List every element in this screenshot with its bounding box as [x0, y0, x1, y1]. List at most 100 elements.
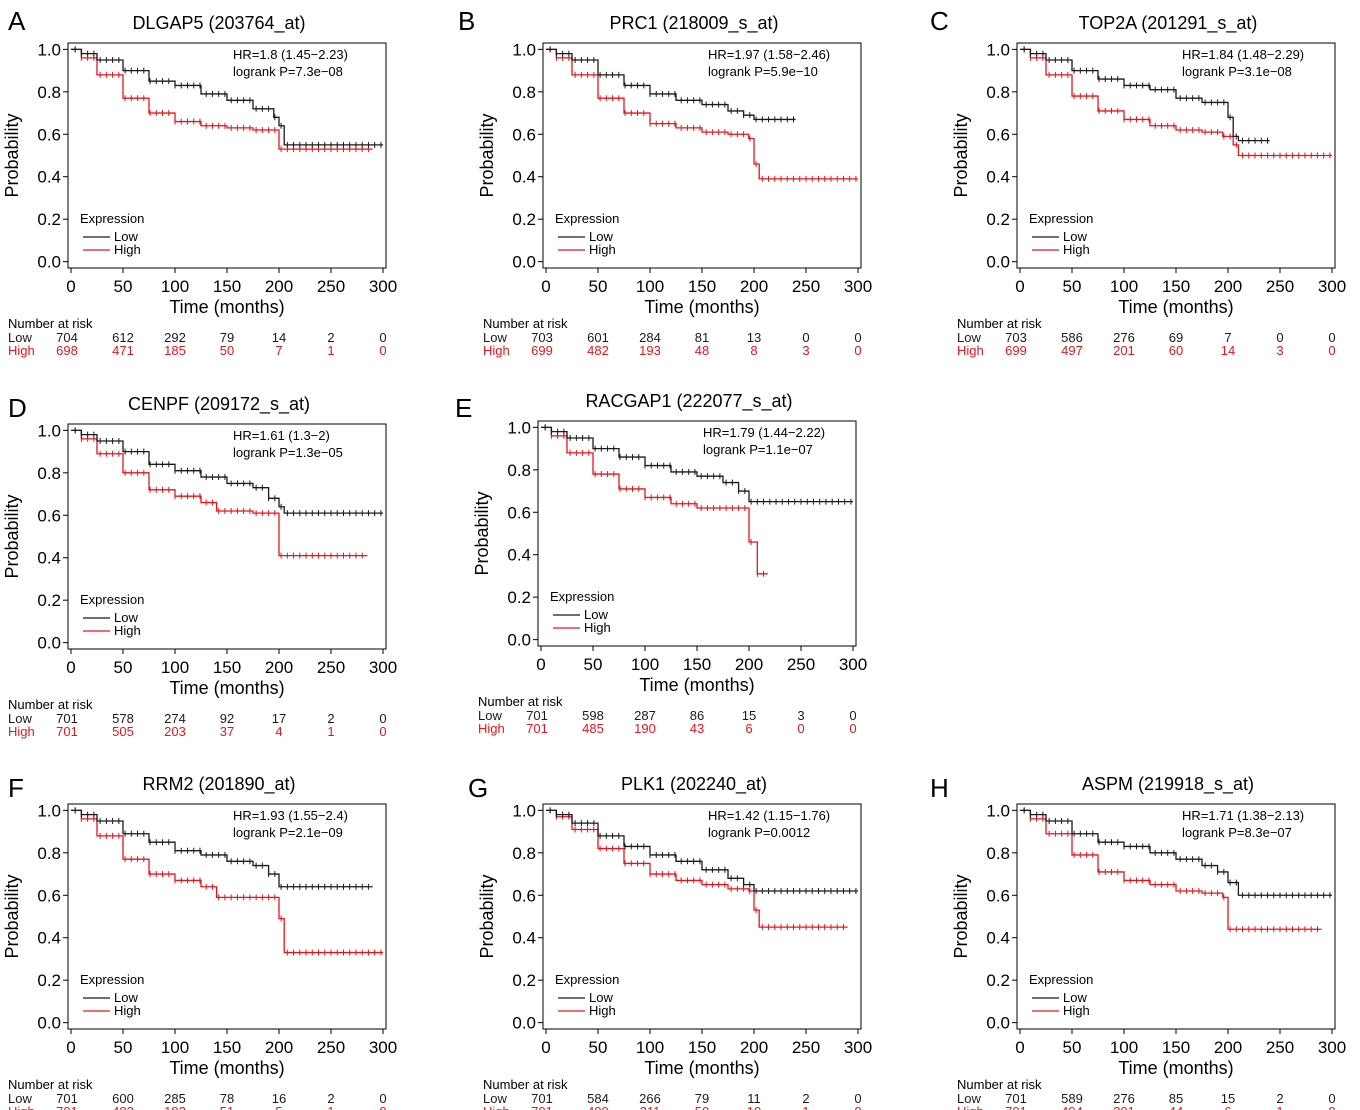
x-tick-label: 50	[1063, 1038, 1082, 1057]
x-tick-label: 100	[1110, 1038, 1138, 1057]
risk-cell-high: 0	[854, 343, 861, 358]
logrank-annotation: logrank P=5.9e−10	[708, 64, 818, 79]
y-tick-label: 1.0	[986, 801, 1010, 820]
risk-cell-low: 0	[1328, 330, 1335, 345]
x-tick-label: 0	[66, 277, 75, 296]
x-tick-label: 0	[66, 658, 75, 677]
chart-title: RRM2 (201890_at)	[142, 774, 295, 795]
risk-row-label-low: Low	[483, 330, 507, 345]
risk-cell-high: 699	[531, 343, 553, 358]
x-axis-label: Time (months)	[644, 1058, 759, 1078]
risk-cell-low: 276	[1113, 330, 1135, 345]
x-tick-label: 250	[792, 277, 820, 296]
x-tick-label: 100	[161, 658, 189, 677]
x-axis-label: Time (months)	[169, 678, 284, 698]
risk-cell-high: 499	[587, 1104, 609, 1110]
y-tick-label: 0.0	[512, 1014, 536, 1033]
y-axis-label: Probability	[477, 113, 497, 197]
risk-cell-low: 701	[1005, 1091, 1027, 1106]
x-tick-label: 300	[369, 658, 397, 677]
x-tick-label: 200	[740, 1038, 768, 1057]
y-axis-label: Probability	[951, 874, 971, 958]
x-tick-label: 0	[536, 655, 545, 674]
y-tick-label: 0.2	[986, 971, 1010, 990]
risk-cell-low: 584	[587, 1091, 609, 1106]
legend-title: Expression	[1029, 211, 1093, 226]
y-tick-label: 0.2	[37, 210, 61, 229]
y-tick-label: 0.4	[37, 929, 61, 948]
hr-annotation: HR=1.93 (1.55−2.4)	[233, 808, 348, 823]
km-panel-d: D CENPF (209172_s_at) 0.0 0.2 0.4 0.6 0.8 1.0 0 5…	[2, 393, 397, 739]
risk-cell-low: 284	[639, 330, 661, 345]
y-tick-label: 0.0	[37, 634, 61, 653]
survival-curve-high	[71, 809, 383, 954]
risk-cell-high: 193	[639, 343, 661, 358]
risk-table-title: Number at risk	[483, 316, 568, 331]
legend-title: Expression	[1029, 972, 1093, 987]
risk-cell-high: 43	[690, 721, 704, 736]
survival-curve-low	[71, 809, 373, 888]
risk-cell-high: 698	[56, 343, 78, 358]
risk-cell-high: 0	[379, 724, 386, 739]
risk-cell-high: 201	[1113, 343, 1135, 358]
risk-cell-low: 586	[1061, 330, 1083, 345]
legend-label-high: High	[1063, 242, 1090, 257]
x-tick-label: 300	[1318, 1038, 1346, 1057]
risk-cell-high: 701	[531, 1104, 553, 1110]
risk-row-label-high: High	[8, 343, 35, 358]
risk-cell-high: 5	[275, 1104, 282, 1110]
y-tick-label: 0.4	[37, 549, 61, 568]
y-tick-label: 1.0	[986, 40, 1010, 59]
risk-cell-low: 2	[1276, 1091, 1283, 1106]
panel-letter: A	[8, 6, 26, 36]
risk-cell-high: 60	[1169, 343, 1183, 358]
risk-cell-low: 2	[327, 330, 334, 345]
risk-cell-high: 14	[1221, 343, 1235, 358]
risk-row-label-high: High	[478, 721, 505, 736]
risk-cell-low: 79	[695, 1091, 709, 1106]
risk-cell-low: 292	[164, 330, 186, 345]
y-tick-label: 0.0	[986, 1014, 1010, 1033]
x-tick-label: 50	[589, 277, 608, 296]
legend-label-high: High	[584, 620, 611, 635]
x-tick-label: 100	[636, 277, 664, 296]
risk-row-label-high: High	[957, 343, 984, 358]
risk-cell-low: 703	[1005, 330, 1027, 345]
risk-cell-high: 3	[802, 343, 809, 358]
y-tick-label: 0.0	[37, 1014, 61, 1033]
survival-curve-high	[546, 809, 848, 928]
risk-cell-low: 701	[56, 711, 78, 726]
logrank-annotation: logrank P=7.3e−08	[233, 64, 343, 79]
risk-cell-low: 3	[797, 708, 804, 723]
x-tick-label: 0	[541, 1038, 550, 1057]
logrank-annotation: logrank P=0.0012	[708, 825, 810, 840]
x-tick-label: 200	[265, 277, 293, 296]
y-tick-label: 0.6	[37, 125, 61, 144]
y-tick-label: 0.0	[512, 253, 536, 272]
risk-row-label-low: Low	[483, 1091, 507, 1106]
x-tick-label: 200	[1214, 1038, 1242, 1057]
risk-cell-low: 11	[747, 1091, 761, 1106]
x-tick-label: 200	[1214, 277, 1242, 296]
survival-curve-high	[541, 426, 768, 575]
risk-row-label-high: High	[8, 724, 35, 739]
y-tick-label: 1.0	[37, 801, 61, 820]
y-tick-label: 0.8	[37, 464, 61, 483]
risk-cell-high: 1	[1276, 1104, 1283, 1110]
y-tick-label: 0.4	[986, 929, 1010, 948]
legend-label-high: High	[114, 1003, 141, 1018]
logrank-annotation: logrank P=1.1e−07	[703, 442, 813, 457]
risk-cell-low: 598	[582, 708, 604, 723]
risk-cell-high: 0	[379, 1104, 386, 1110]
x-tick-label: 250	[792, 1038, 820, 1057]
risk-cell-high: 3	[1276, 343, 1283, 358]
risk-cell-high: 505	[112, 724, 134, 739]
panel-letter: H	[930, 773, 949, 803]
risk-cell-high: 203	[164, 724, 186, 739]
chart-title: CENPF (209172_s_at)	[128, 394, 310, 415]
km-panel-g: G PLK1 (202240_at)0.00.20.40.60.81.00 50 10…	[468, 773, 872, 1110]
risk-cell-low: 92	[220, 711, 234, 726]
y-tick-label: 0.8	[37, 83, 61, 102]
chart-title: TOP2A (201291_s_at)	[1079, 13, 1258, 34]
